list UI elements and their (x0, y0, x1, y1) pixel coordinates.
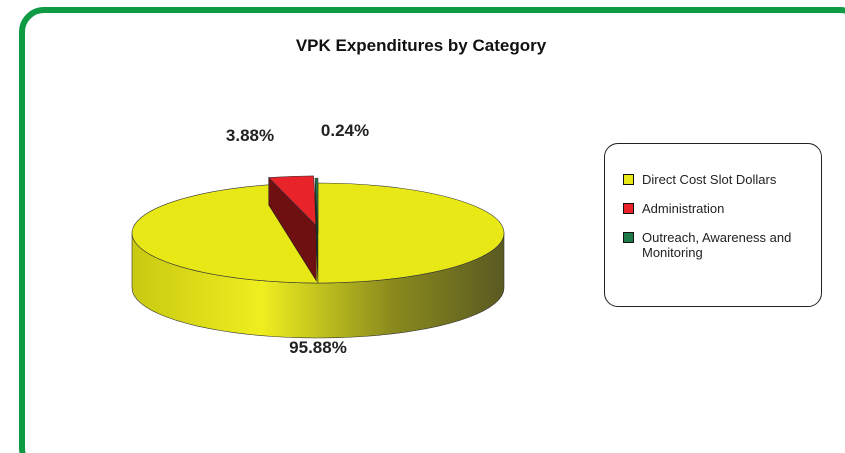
data-label: 95.88% (289, 338, 347, 357)
legend-item: Outreach, Awareness and Monitoring (623, 230, 809, 260)
data-label: 0.24% (321, 121, 369, 140)
legend-swatch (623, 232, 634, 243)
legend-swatch (623, 174, 634, 185)
legend-item: Administration (623, 201, 809, 216)
legend-swatch (623, 203, 634, 214)
legend-item: Direct Cost Slot Dollars (623, 172, 809, 187)
data-label: 3.88% (226, 126, 274, 145)
chart-title: VPK Expenditures by Category (296, 36, 547, 55)
legend: Direct Cost Slot Dollars Administration Ou… (604, 143, 822, 307)
legend-label: Direct Cost Slot Dollars (642, 172, 777, 187)
slice (314, 177, 319, 229)
legend-label: Outreach, Awareness and Monitoring (642, 230, 792, 260)
legend-label: Administration (642, 201, 725, 216)
slice (268, 175, 317, 227)
